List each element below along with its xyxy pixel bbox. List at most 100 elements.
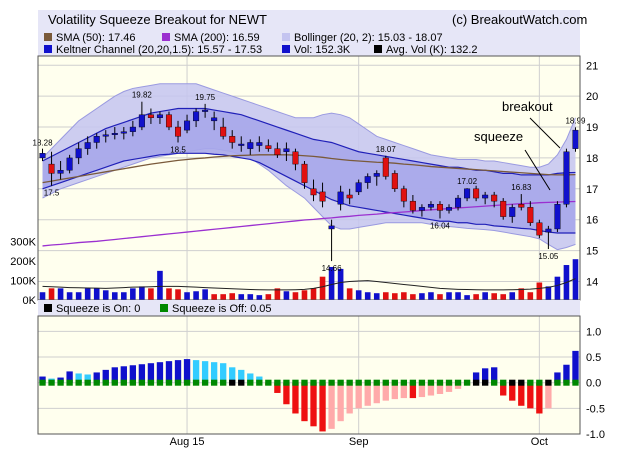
squeeze-dot bbox=[364, 379, 371, 386]
candlestick bbox=[536, 219, 543, 239]
volume-bar bbox=[148, 288, 154, 300]
candlesticks bbox=[39, 101, 579, 262]
candle-body bbox=[563, 151, 570, 205]
candlestick bbox=[147, 108, 154, 124]
squeeze-dot bbox=[84, 379, 91, 386]
squeeze-dot bbox=[48, 379, 55, 386]
volume-bar bbox=[554, 276, 561, 300]
volume-bar bbox=[184, 292, 190, 300]
candle-body bbox=[247, 142, 254, 149]
squeeze-dot bbox=[436, 379, 444, 386]
momentum-bar bbox=[481, 368, 489, 383]
momentum-bar bbox=[563, 364, 570, 383]
momentum-bar bbox=[382, 382, 389, 401]
candle-body bbox=[491, 194, 498, 202]
squeeze-dot bbox=[373, 379, 380, 386]
squeeze-dot bbox=[418, 379, 426, 386]
candle-body bbox=[572, 129, 579, 149]
squeeze-dot bbox=[382, 379, 389, 386]
legend-label-sma200: SMA (200): 16.59 bbox=[174, 32, 260, 44]
legend-sma50: SMA (50): 17.46 bbox=[44, 32, 136, 44]
candle-body bbox=[84, 142, 91, 149]
candle-body bbox=[229, 136, 236, 143]
volume-bar bbox=[337, 268, 344, 300]
legend-swatch-sma50 bbox=[44, 33, 52, 41]
legend-swatch-squeeze-off bbox=[160, 304, 168, 312]
date-tick-label: Oct bbox=[531, 436, 548, 448]
momentum-bar bbox=[84, 374, 91, 383]
candle-body bbox=[391, 173, 398, 190]
volume-bar bbox=[319, 276, 326, 300]
squeeze-dot bbox=[210, 379, 218, 386]
candlestick bbox=[545, 225, 552, 250]
momentum-bar bbox=[192, 360, 200, 383]
candlestick bbox=[572, 127, 579, 152]
momentum-tick-label: -1.0 bbox=[586, 429, 605, 441]
candle-body bbox=[310, 188, 317, 196]
candle-body bbox=[509, 207, 516, 217]
momentum-panel bbox=[38, 316, 580, 434]
momentum-bar bbox=[129, 365, 137, 383]
momentum-bar bbox=[572, 350, 579, 383]
squeeze-dot bbox=[138, 379, 146, 386]
keltner-channel-area bbox=[42, 108, 576, 233]
volume-bar bbox=[346, 288, 353, 300]
squeeze-dot bbox=[545, 379, 552, 386]
volume-axis-ticks: 0K 100K 200K 300K bbox=[10, 237, 36, 307]
momentum-bar bbox=[391, 382, 398, 400]
squeeze-dot bbox=[174, 379, 182, 386]
candlestick bbox=[283, 142, 290, 162]
price-annotation: 19.75 bbox=[195, 93, 216, 102]
candlestick bbox=[220, 117, 227, 140]
candlestick bbox=[265, 139, 272, 152]
candlestick bbox=[120, 127, 127, 140]
volume-bar bbox=[157, 270, 163, 300]
momentum-bar bbox=[147, 363, 155, 383]
candle-body bbox=[156, 114, 163, 118]
candle-body bbox=[373, 173, 380, 177]
candle-body bbox=[346, 194, 353, 199]
candlestick bbox=[391, 170, 398, 192]
candlestick bbox=[319, 182, 326, 208]
candlestick bbox=[527, 201, 534, 226]
price-tick-label: 16 bbox=[586, 215, 598, 227]
candle-body bbox=[337, 191, 344, 205]
candlestick bbox=[247, 139, 254, 155]
candle-body bbox=[446, 207, 453, 211]
momentum-bar bbox=[337, 382, 344, 422]
volume-bar bbox=[166, 288, 172, 300]
squeeze-dot bbox=[292, 379, 299, 386]
candle-body bbox=[274, 148, 281, 156]
price-tick-label: 15 bbox=[586, 246, 598, 258]
candlestick bbox=[211, 111, 218, 131]
squeeze-dot bbox=[165, 379, 173, 386]
volume-bar bbox=[428, 292, 434, 300]
legend-label-bollinger: Bollinger (20, 2): 15.03 - 18.07 bbox=[294, 32, 443, 44]
volume-bar bbox=[111, 292, 118, 300]
candle-body bbox=[57, 170, 64, 174]
volume-bar bbox=[437, 294, 443, 300]
volume-bar bbox=[527, 292, 534, 300]
volume-bar bbox=[355, 290, 362, 300]
squeeze-dot bbox=[572, 379, 579, 386]
momentum-bar bbox=[545, 382, 552, 409]
volume-bar bbox=[57, 288, 64, 300]
legend-volume: Vol: 152.3K bbox=[282, 44, 351, 56]
momentum-bar bbox=[500, 382, 507, 396]
momentum-bar bbox=[210, 362, 218, 383]
price-annotation: 18.5 bbox=[170, 145, 186, 154]
legend-swatch-volume bbox=[282, 45, 290, 53]
candlestick bbox=[301, 161, 308, 189]
candlestick bbox=[382, 155, 389, 180]
volume-bar bbox=[247, 294, 254, 300]
squeeze-dot bbox=[319, 379, 326, 386]
candle-body bbox=[93, 136, 100, 143]
price-annotation: 16.04 bbox=[430, 221, 451, 230]
momentum-bar bbox=[66, 371, 73, 383]
legend-label-keltner: Keltner Channel (20,20,1.5): 15.57 - 17.… bbox=[56, 44, 262, 56]
legend-swatch-squeeze-on bbox=[44, 304, 52, 312]
candle-body bbox=[193, 111, 200, 122]
date-tick-label: Aug 15 bbox=[170, 436, 205, 448]
candle-body bbox=[319, 191, 326, 202]
candle-body bbox=[301, 163, 308, 183]
